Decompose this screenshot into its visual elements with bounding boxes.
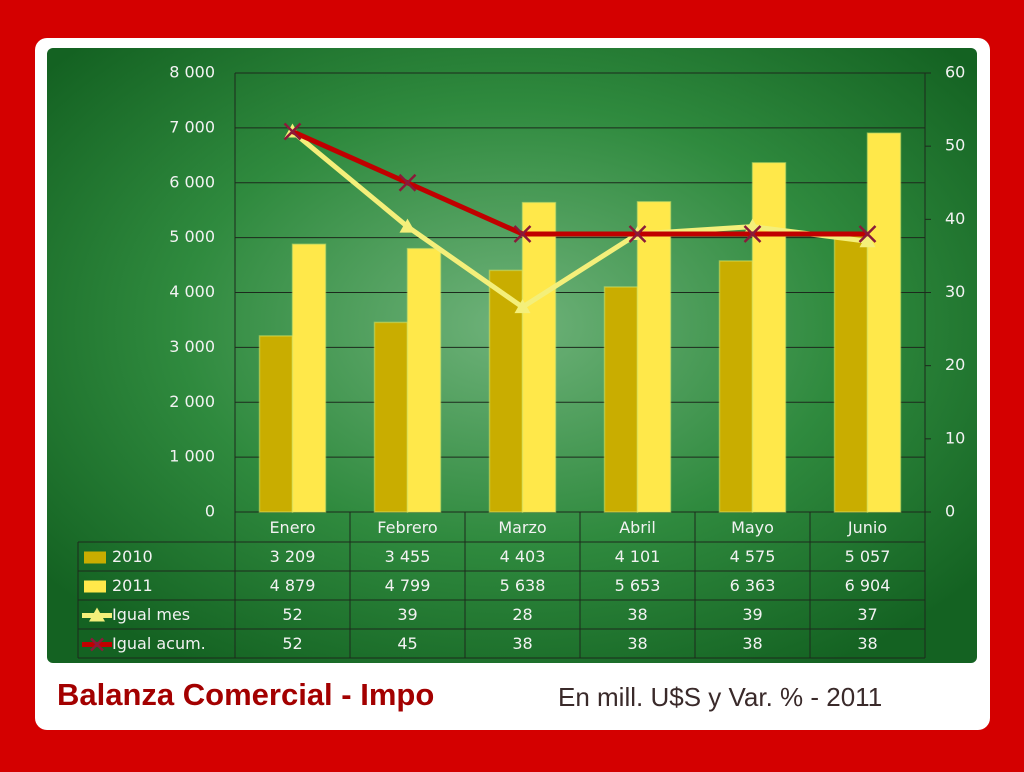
marker <box>513 225 532 243</box>
table-cell: 4 575 <box>730 547 776 566</box>
table-cell: 38 <box>742 634 762 653</box>
y2-tick-label: 50 <box>945 136 965 155</box>
x-tick-label: Febrero <box>377 518 437 537</box>
table-cell: 5 057 <box>845 547 891 566</box>
table-cell: 52 <box>282 634 302 653</box>
y-tick-label: 4 000 <box>169 282 215 301</box>
legend-key <box>89 607 105 622</box>
table-cell: 37 <box>857 605 877 624</box>
y2-tick-label: 10 <box>945 428 965 447</box>
y2-tick-label: 60 <box>945 63 965 82</box>
y-tick-label: 0 <box>205 502 215 521</box>
y-tick-label: 5 000 <box>169 227 215 246</box>
legend-label: 2010 <box>112 547 153 566</box>
table-cell: 4 879 <box>270 576 316 595</box>
table-cell: 3 209 <box>270 547 316 566</box>
y-tick-label: 2 000 <box>169 392 215 411</box>
y2-tick-label: 30 <box>945 282 965 301</box>
x-tick-label: Marzo <box>498 518 546 537</box>
y2-tick-label: 40 <box>945 209 965 228</box>
y2-tick-label: 0 <box>945 502 955 521</box>
chart-subtitle: En mill. U$S y Var. % - 2011 <box>558 682 882 712</box>
bar <box>373 321 409 513</box>
bar <box>866 132 902 513</box>
y-tick-label: 6 000 <box>169 172 215 191</box>
x-tick-label: Mayo <box>731 518 774 537</box>
table-cell: 3 455 <box>385 547 431 566</box>
bar <box>258 335 294 513</box>
table-cell: 6 363 <box>730 576 776 595</box>
table-cell: 6 904 <box>845 576 891 595</box>
y-tick-label: 1 000 <box>169 447 215 466</box>
y-tick-label: 7 000 <box>169 117 215 136</box>
bar <box>521 201 557 513</box>
bar <box>718 260 754 513</box>
table-cell: 4 101 <box>615 547 661 566</box>
table-cell: 5 653 <box>615 576 661 595</box>
marker <box>858 225 877 243</box>
marker <box>398 173 417 192</box>
legend-label: Igual acum. <box>112 634 206 653</box>
table-cell: 45 <box>397 634 417 653</box>
table-cell: 38 <box>627 605 647 624</box>
chart-title: Balanza Comercial - Impo <box>57 677 434 712</box>
line-series <box>290 129 868 310</box>
table-cell: 4 799 <box>385 576 431 595</box>
legend-key <box>90 637 104 652</box>
y-tick-label: 3 000 <box>169 337 215 356</box>
bar <box>833 233 869 513</box>
marker <box>283 122 302 141</box>
legend-label: Igual mes <box>112 605 190 624</box>
marker <box>399 218 416 233</box>
legend-label: 2011 <box>112 576 153 595</box>
marker <box>743 225 762 243</box>
marker <box>514 299 531 314</box>
bar <box>603 286 639 513</box>
line-series <box>291 129 868 237</box>
table-cell: 4 403 <box>500 547 546 566</box>
x-tick-label: Abril <box>619 518 656 537</box>
table-cell: 38 <box>512 634 532 653</box>
legend-key <box>84 580 106 593</box>
table-cell: 38 <box>627 634 647 653</box>
marker <box>628 225 647 243</box>
bar <box>636 201 672 513</box>
legend-key <box>84 551 106 564</box>
bar <box>291 243 327 513</box>
table-cell: 28 <box>512 605 532 624</box>
y2-tick-label: 20 <box>945 355 965 374</box>
bar <box>406 247 442 513</box>
x-tick-label: Junio <box>847 518 887 537</box>
table-cell: 39 <box>742 605 762 624</box>
table-cell: 39 <box>397 605 417 624</box>
bar <box>751 162 787 513</box>
marker <box>859 233 876 248</box>
table-cell: 38 <box>857 634 877 653</box>
y-tick-label: 8 000 <box>169 63 215 82</box>
x-tick-label: Enero <box>269 518 315 537</box>
table-cell: 5 638 <box>500 576 546 595</box>
table-cell: 52 <box>282 605 302 624</box>
